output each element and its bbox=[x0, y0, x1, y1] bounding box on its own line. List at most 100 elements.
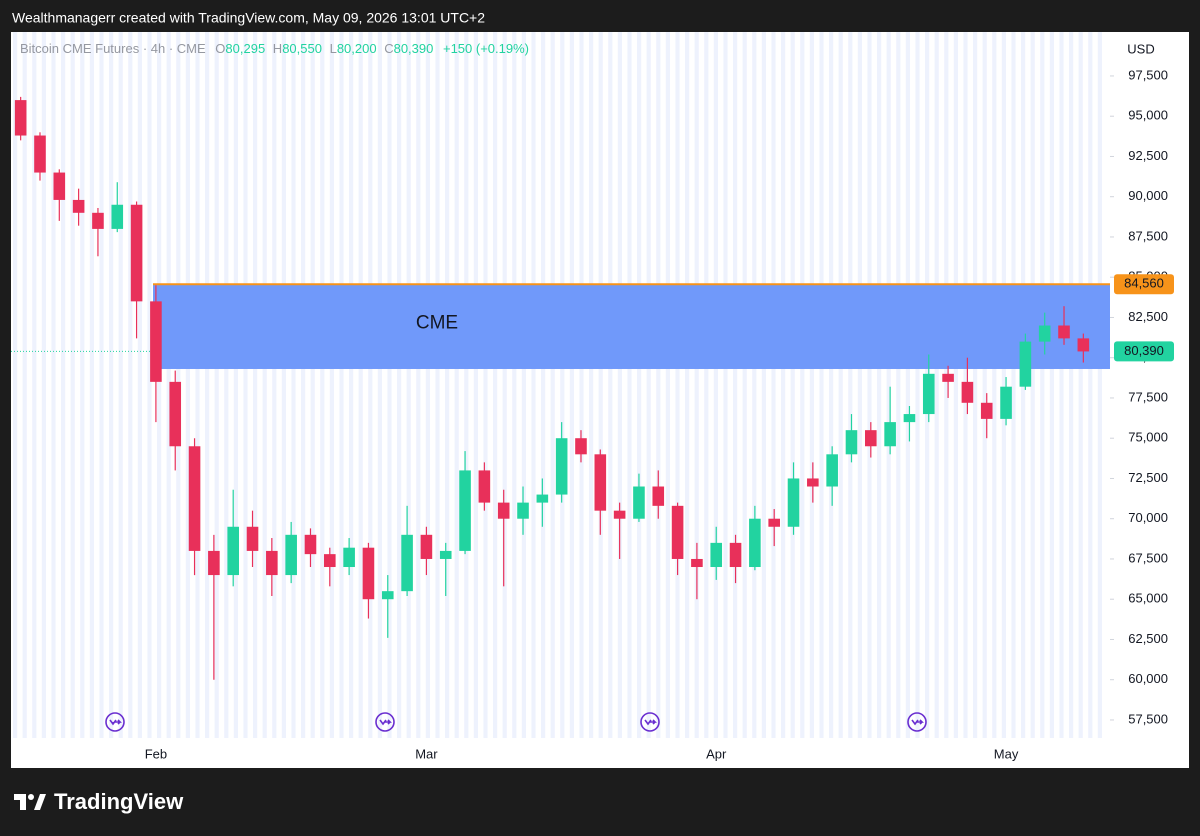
session-stripe bbox=[51, 32, 56, 738]
session-stripe bbox=[233, 32, 238, 738]
cme-zone bbox=[153, 284, 1110, 369]
candle-body bbox=[1000, 386, 1012, 419]
y-tick-label: 77,500 bbox=[1128, 389, 1168, 404]
session-stripe bbox=[915, 32, 920, 738]
session-stripe bbox=[109, 32, 114, 738]
session-stripe bbox=[627, 32, 632, 738]
session-stripe bbox=[349, 32, 354, 738]
session-stripe bbox=[800, 32, 805, 738]
session-stripe bbox=[608, 32, 613, 738]
candle-body bbox=[324, 554, 336, 568]
session-stripe bbox=[502, 32, 507, 738]
session-stripe bbox=[272, 32, 277, 738]
candle-body bbox=[691, 558, 703, 568]
candle-body bbox=[401, 534, 413, 592]
y-tick-label: 57,500 bbox=[1128, 711, 1168, 726]
legend-key: O bbox=[215, 41, 225, 56]
session-stripe bbox=[531, 32, 536, 738]
candle-body bbox=[1058, 325, 1070, 339]
session-stripe bbox=[157, 32, 162, 738]
candle-body bbox=[150, 301, 162, 382]
y-tick-label: 82,500 bbox=[1128, 309, 1168, 324]
candle-body bbox=[517, 502, 529, 519]
event-icon bbox=[105, 712, 125, 732]
event-icon bbox=[375, 712, 395, 732]
session-stripe bbox=[685, 32, 690, 738]
candle-body bbox=[246, 526, 259, 551]
candle-body bbox=[961, 381, 974, 403]
candle-body bbox=[439, 550, 452, 559]
session-stripe bbox=[1069, 32, 1074, 738]
candle-body bbox=[594, 454, 607, 511]
candle-body bbox=[111, 204, 124, 229]
x-tick-label: Apr bbox=[706, 746, 727, 761]
session-stripe bbox=[205, 32, 210, 738]
candle-body bbox=[14, 100, 27, 136]
candle-body bbox=[768, 518, 780, 527]
y-tick-label: 97,500 bbox=[1128, 67, 1168, 82]
session-stripe bbox=[1040, 32, 1045, 738]
session-stripe bbox=[358, 32, 363, 738]
candle-body bbox=[227, 526, 239, 576]
candle-body bbox=[1038, 325, 1051, 342]
session-stripe bbox=[397, 32, 402, 738]
candle-body bbox=[729, 542, 742, 568]
session-stripe bbox=[1078, 32, 1083, 738]
candle-body bbox=[671, 505, 684, 559]
session-stripe bbox=[521, 32, 526, 738]
legend: Bitcoin CME Futures · 4h · CME O80,295 H… bbox=[20, 41, 529, 56]
session-stripe bbox=[512, 32, 517, 738]
session-stripe bbox=[819, 32, 824, 738]
candle-body bbox=[285, 534, 297, 576]
candle-body bbox=[942, 373, 954, 382]
candle-body bbox=[208, 550, 220, 576]
legend-value: 80,390 bbox=[394, 41, 434, 56]
candle-body bbox=[53, 172, 66, 200]
session-stripe bbox=[483, 32, 488, 738]
session-stripe bbox=[80, 32, 85, 738]
session-stripe bbox=[1059, 32, 1064, 738]
session-stripe bbox=[752, 32, 757, 738]
session-stripe bbox=[742, 32, 747, 738]
session-stripe bbox=[406, 32, 411, 738]
legend-key: C bbox=[384, 41, 393, 56]
candle-body bbox=[188, 446, 201, 551]
x-tick-label: Mar bbox=[415, 746, 438, 761]
session-stripe bbox=[896, 32, 901, 738]
event-icon bbox=[640, 712, 660, 732]
last-price-box bbox=[1114, 341, 1174, 362]
y-tick-label: 65,000 bbox=[1128, 591, 1168, 606]
session-stripe bbox=[445, 32, 450, 738]
session-stripe bbox=[934, 32, 939, 738]
session-stripe bbox=[377, 32, 382, 738]
candle-body bbox=[845, 430, 858, 455]
session-stripe bbox=[291, 32, 296, 738]
session-stripe bbox=[809, 32, 814, 738]
candle-body bbox=[381, 591, 394, 600]
session-stripe bbox=[665, 32, 670, 738]
session-stripe bbox=[387, 32, 392, 738]
candle-body bbox=[130, 204, 143, 302]
session-stripe bbox=[493, 32, 498, 738]
candle-body bbox=[865, 430, 877, 447]
candle-body bbox=[34, 135, 46, 173]
session-stripe bbox=[118, 32, 123, 738]
session-stripe bbox=[243, 32, 248, 738]
legend-key: L bbox=[330, 41, 337, 56]
session-stripe bbox=[790, 32, 795, 738]
session-stripe bbox=[771, 32, 776, 738]
candle-body bbox=[787, 478, 800, 527]
session-stripe bbox=[61, 32, 66, 738]
zone-price-label: 84,560 bbox=[1124, 276, 1164, 291]
session-stripe bbox=[99, 32, 104, 738]
session-stripe bbox=[301, 32, 306, 738]
candle-body bbox=[980, 402, 993, 419]
session-stripe bbox=[973, 32, 978, 738]
x-tick-label: May bbox=[994, 746, 1019, 761]
session-stripe bbox=[1088, 32, 1093, 738]
session-stripe bbox=[425, 32, 430, 738]
session-stripe bbox=[867, 32, 872, 738]
y-tick-label: 62,500 bbox=[1128, 631, 1168, 646]
